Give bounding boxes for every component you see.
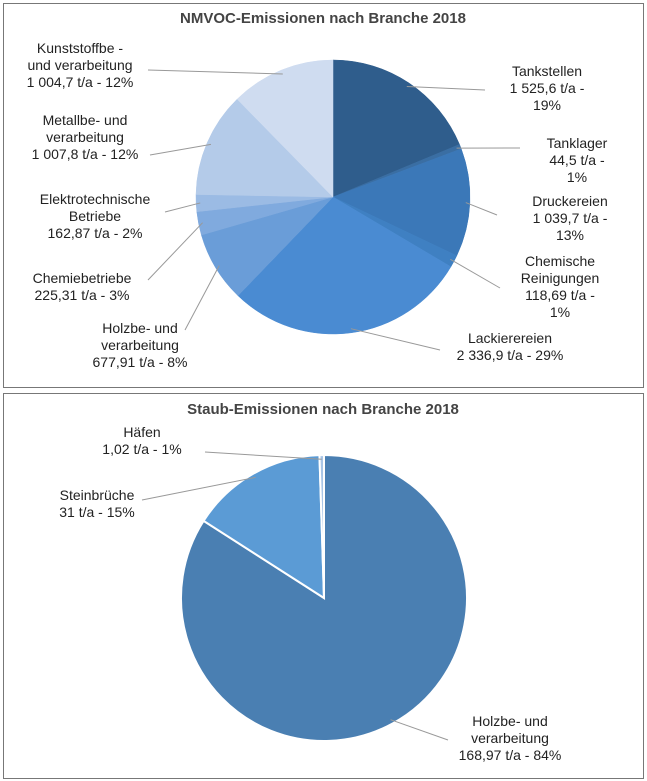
value-label: 168,97 t/a - 84% bbox=[458, 747, 562, 763]
leader-line bbox=[350, 328, 441, 351]
pie-slice bbox=[237, 196, 452, 335]
pie-slice bbox=[236, 59, 334, 198]
slice-label: Lackierereien 2 336,9 t/a - 29% bbox=[457, 330, 564, 364]
slice-label: Holzbe- und verarbeitung 168,97 t/a - 84% bbox=[459, 713, 562, 764]
pie-slice bbox=[195, 98, 334, 198]
chart-title: NMVOC-Emissionen nach Branche 2018 bbox=[180, 10, 466, 27]
leader-line bbox=[147, 222, 203, 281]
leader-line bbox=[450, 258, 501, 289]
category-label: Chemiebetriebe bbox=[32, 270, 132, 286]
category-label: Tankstellen bbox=[511, 63, 583, 79]
category-label: Kunststoffbe - und verarbeitung bbox=[27, 40, 133, 73]
category-label: Lackierereien bbox=[467, 330, 553, 346]
leader-line bbox=[149, 143, 212, 156]
value-label: 2 336,9 t/a - 29% bbox=[456, 347, 564, 363]
category-label: Chemische Reinigungen bbox=[520, 253, 600, 286]
leader-line bbox=[465, 202, 498, 216]
value-label: 677,91 t/a - 8% bbox=[92, 354, 188, 370]
value-label: 1 039,7 t/a - 13% bbox=[532, 210, 608, 243]
slice-label: Kunststoffbe - und verarbeitung 1 004,7 t… bbox=[27, 40, 134, 91]
slice-label: Steinbrüche 31 t/a - 15% bbox=[59, 487, 135, 521]
value-label: 1 525,6 t/a - 19% bbox=[509, 80, 585, 113]
category-label: Druckereien bbox=[532, 193, 608, 209]
category-label: Häfen bbox=[123, 424, 161, 440]
value-label: 31 t/a - 15% bbox=[59, 504, 135, 520]
category-label: Metallbe- und verarbeitung bbox=[42, 112, 128, 145]
value-label: 162,87 t/a - 2% bbox=[47, 225, 143, 241]
panel-border bbox=[3, 393, 644, 779]
pie-slice bbox=[318, 453, 325, 599]
slice-label: Tankstellen 1 525,6 t/a - 19% bbox=[497, 63, 597, 114]
category-label: Steinbrüche bbox=[59, 487, 135, 503]
slice-label: Druckereien 1 039,7 t/a - 13% bbox=[532, 193, 609, 244]
panel-border bbox=[3, 3, 644, 388]
leader-line bbox=[164, 202, 201, 213]
pie-slice bbox=[332, 148, 471, 257]
value-label: 1 007,8 t/a - 12% bbox=[31, 146, 139, 162]
category-label: Tanklager bbox=[546, 135, 608, 151]
value-label: 1 004,7 t/a - 12% bbox=[26, 74, 134, 90]
pie-slice bbox=[332, 59, 460, 198]
value-label: 1,02 t/a - 1% bbox=[102, 441, 182, 457]
slice-label: Holzbe- und verarbeitung 677,91 t/a - 8% bbox=[93, 320, 188, 371]
leader-line bbox=[204, 451, 322, 460]
slice-label: Tanklager 44,5 t/a - 1% bbox=[542, 135, 612, 186]
leader-line bbox=[390, 719, 449, 741]
leader-line bbox=[184, 265, 220, 331]
pie-slice bbox=[202, 454, 326, 600]
slice-label: Chemische Reinigungen 118,69 t/a - 1% bbox=[517, 253, 604, 321]
category-label: Holzbe- und verarbeitung bbox=[101, 320, 179, 353]
category-label: Elektrotechnische Betriebe bbox=[39, 191, 151, 224]
leader-line bbox=[147, 69, 283, 75]
value-label: 225,31 t/a - 3% bbox=[34, 287, 130, 303]
value-label: 118,69 t/a - 1% bbox=[525, 287, 595, 320]
category-label: Holzbe- und verarbeitung bbox=[471, 713, 549, 746]
leader-line bbox=[406, 85, 486, 91]
slice-label: Häfen 1,02 t/a - 1% bbox=[102, 424, 181, 458]
value-label: 44,5 t/a - 1% bbox=[549, 152, 605, 185]
slice-label: Elektrotechnische Betriebe 162,87 t/a - 2… bbox=[40, 191, 151, 242]
slice-label: Chemiebetriebe 225,31 t/a - 3% bbox=[33, 270, 132, 304]
chart-title: Staub-Emissionen nach Branche 2018 bbox=[187, 401, 459, 418]
leader-line bbox=[141, 476, 256, 501]
slice-label: Metallbe- und verarbeitung 1 007,8 t/a - … bbox=[32, 112, 139, 163]
